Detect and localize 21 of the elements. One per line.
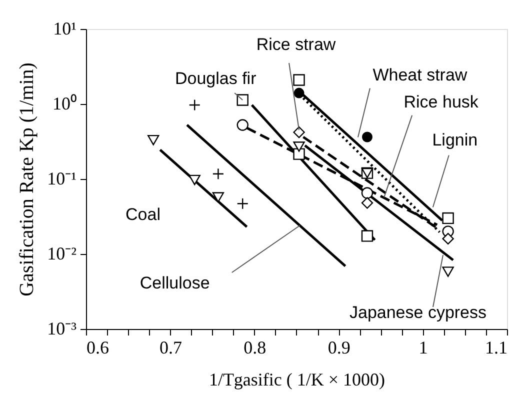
x-tick-label: 0.7 bbox=[159, 338, 182, 358]
annotation: Rice husk bbox=[404, 92, 479, 112]
y-tick-label: 10⁻² bbox=[47, 244, 76, 264]
y-tick-label: 10⁻¹ bbox=[47, 168, 76, 188]
annotation: Douglas fir bbox=[174, 69, 257, 88]
x-axis-title: 1/Tgasific ( 1/K × 1000) bbox=[208, 370, 386, 390]
x-tick-label: 1 bbox=[418, 338, 428, 358]
y-axis-title: Gasification Rate Kp (1/min) bbox=[16, 62, 38, 296]
annotation: Coal bbox=[126, 205, 160, 224]
y-tick-label: 10¹ bbox=[53, 18, 76, 38]
x-tick-label: 1.1 bbox=[485, 338, 508, 358]
y-tick-label: 10⁰ bbox=[52, 94, 76, 114]
x-tick-label: 0.9 bbox=[328, 338, 350, 358]
x-tick-label: 0.6 bbox=[86, 338, 109, 358]
annotation: Japanese cypress bbox=[349, 302, 487, 322]
annotation: Rice straw bbox=[256, 35, 336, 54]
annotation: Cellulose bbox=[140, 273, 210, 292]
annotation: Lignin bbox=[432, 130, 478, 150]
x-tick-label: 0.8 bbox=[244, 338, 266, 358]
y-tick-label: 10⁻³ bbox=[47, 318, 78, 338]
annotation: Wheat straw bbox=[372, 65, 468, 84]
